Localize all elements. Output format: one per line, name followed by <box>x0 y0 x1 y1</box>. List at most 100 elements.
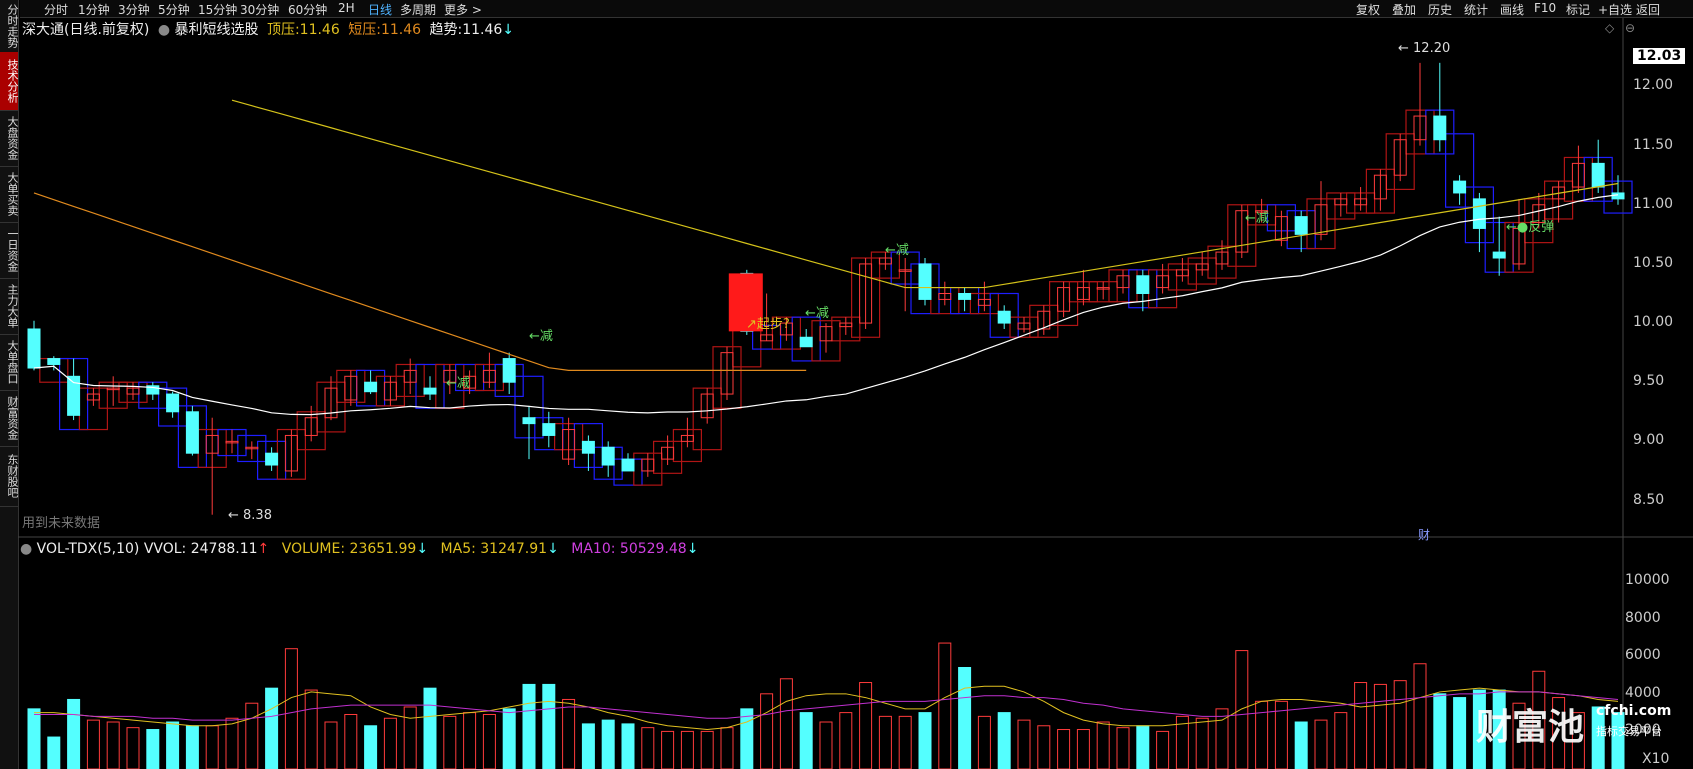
candle-body[interactable] <box>185 411 199 454</box>
period-tab[interactable]: 3分钟 <box>118 3 150 17</box>
candle-body[interactable] <box>463 375 477 389</box>
volume-bar[interactable] <box>958 667 972 769</box>
volume-bar[interactable] <box>482 713 496 769</box>
volume-bar[interactable] <box>423 687 437 769</box>
volume-bar[interactable] <box>1393 680 1407 769</box>
volume-bar[interactable] <box>463 712 477 769</box>
indicator-name[interactable]: 暴利短线选股 <box>174 22 259 38</box>
volume-bar[interactable] <box>403 706 417 769</box>
candle-body[interactable] <box>1393 139 1407 176</box>
period-tab[interactable]: 60分钟 <box>288 3 328 17</box>
volume-bar[interactable] <box>562 698 576 769</box>
period-tab[interactable]: 1分钟 <box>78 3 110 17</box>
candle-body[interactable] <box>938 293 952 300</box>
volume-bar[interactable] <box>740 708 754 769</box>
candle-body[interactable] <box>779 322 793 336</box>
toolbar-button[interactable]: 返回 <box>1636 3 1661 17</box>
candle-body[interactable] <box>522 417 536 425</box>
toolbar-button[interactable]: F10 <box>1534 1 1557 15</box>
toolbar-button[interactable]: 叠加 <box>1392 3 1417 17</box>
candle-body[interactable] <box>1017 322 1031 330</box>
candle-body[interactable] <box>205 434 219 454</box>
volume-bar[interactable] <box>225 717 239 769</box>
candle-body[interactable] <box>1136 275 1150 295</box>
candle-body[interactable] <box>1294 216 1308 235</box>
period-tab[interactable]: 2H <box>338 1 355 15</box>
candle-body[interactable] <box>621 458 635 472</box>
volume-toggle-icon[interactable]: ● <box>20 541 33 557</box>
volume-bar[interactable] <box>166 721 180 769</box>
volume-bar[interactable] <box>502 708 516 769</box>
candle-body[interactable] <box>1354 198 1368 206</box>
volume-bar[interactable] <box>1136 725 1150 769</box>
diamond-icon[interactable]: ◇ <box>1605 21 1615 35</box>
candle-body[interactable] <box>720 352 734 395</box>
sidebar-tab[interactable]: 大单盘口 <box>0 334 19 391</box>
candle-body[interactable] <box>245 446 259 450</box>
candle-body[interactable] <box>878 257 892 265</box>
kline-chart[interactable] <box>18 18 1693 769</box>
candle-body[interactable] <box>542 423 556 436</box>
volume-bar[interactable] <box>878 715 892 769</box>
volume-bar[interactable] <box>126 727 140 769</box>
toolbar-button[interactable]: 复权 <box>1356 3 1381 17</box>
candle-body[interactable] <box>1413 115 1427 141</box>
volume-bar[interactable] <box>67 698 81 769</box>
sidebar-tab[interactable]: 主力大单 <box>0 278 19 335</box>
volume-bar[interactable] <box>621 723 635 769</box>
candle-body[interactable] <box>958 293 972 300</box>
candle-body[interactable] <box>977 298 991 306</box>
volume-bar[interactable] <box>799 712 813 769</box>
volume-bar[interactable] <box>1591 706 1605 769</box>
volume-bar[interactable] <box>779 678 793 769</box>
candle-body[interactable] <box>1512 227 1526 265</box>
candle-body[interactable] <box>106 387 120 391</box>
candle-body[interactable] <box>1433 115 1447 141</box>
candle-body[interactable] <box>997 310 1011 324</box>
candle-body[interactable] <box>859 263 873 324</box>
candle-body[interactable] <box>918 263 932 300</box>
volume-bar[interactable] <box>324 721 338 769</box>
candle-body[interactable] <box>1255 210 1269 213</box>
volume-bar[interactable] <box>819 721 833 769</box>
toolbar-button[interactable]: 统计 <box>1464 3 1489 17</box>
candle-body[interactable] <box>581 440 595 454</box>
period-tab[interactable]: 分时 <box>44 3 69 17</box>
volume-bar[interactable] <box>1334 712 1348 769</box>
volume-bar[interactable] <box>522 683 536 769</box>
candle-body[interactable] <box>482 369 496 383</box>
volume-bar[interactable] <box>1433 693 1447 769</box>
volume-bar[interactable] <box>1037 725 1051 769</box>
candle-body[interactable] <box>1472 198 1486 229</box>
candle-body[interactable] <box>1156 275 1170 289</box>
candle-body[interactable] <box>1057 287 1071 312</box>
volume-bar[interactable] <box>47 736 61 769</box>
candle-body[interactable] <box>1076 287 1090 300</box>
candle-body[interactable] <box>562 429 576 460</box>
volume-bar[interactable] <box>1532 670 1546 769</box>
volume-bar[interactable] <box>1552 697 1566 769</box>
volume-bar[interactable] <box>680 730 694 769</box>
volume-bar[interactable] <box>205 725 219 769</box>
toolbar-button[interactable]: 历史 <box>1428 3 1453 17</box>
sidebar-tab[interactable]: 大单买卖 <box>0 166 19 223</box>
volume-bar[interactable] <box>284 648 298 769</box>
candle-body[interactable] <box>27 328 41 369</box>
volume-bar[interactable] <box>839 712 853 769</box>
volume-bar[interactable] <box>720 727 734 769</box>
period-tab[interactable]: 更多 > <box>444 3 482 17</box>
candle-body[interactable] <box>680 434 694 442</box>
volume-bar[interactable] <box>1354 682 1368 769</box>
candle-body[interactable] <box>1215 251 1229 265</box>
candle-body[interactable] <box>1037 310 1051 330</box>
indicator-toggle-icon[interactable]: ● <box>157 22 171 38</box>
candle-body[interactable] <box>1314 204 1328 235</box>
sidebar-tab[interactable]: 东财股吧 <box>0 446 19 507</box>
candle-body[interactable] <box>1492 251 1506 259</box>
candle-body[interactable] <box>364 381 378 393</box>
volume-bar[interactable] <box>1373 683 1387 769</box>
volume-bar[interactable] <box>918 712 932 769</box>
candle-body[interactable] <box>1571 162 1585 188</box>
candle-body[interactable] <box>1274 216 1288 241</box>
candle-body[interactable] <box>67 375 81 416</box>
